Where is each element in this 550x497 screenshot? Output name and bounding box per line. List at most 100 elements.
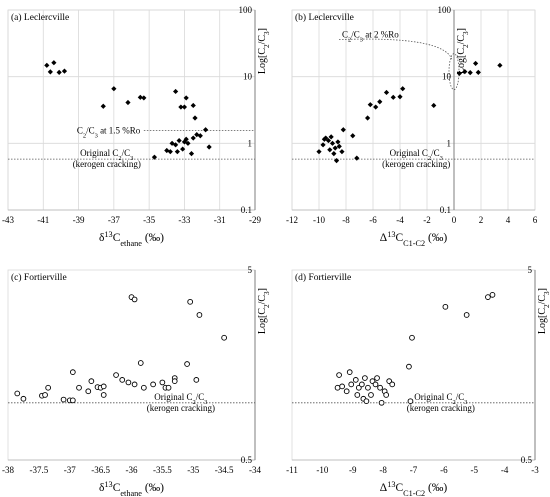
data-point	[350, 133, 356, 139]
data-point	[489, 291, 496, 298]
data-point	[367, 102, 373, 108]
data-point	[365, 384, 371, 391]
data-point	[111, 86, 117, 92]
x-tick-label: -37	[64, 465, 76, 475]
data-point	[359, 381, 365, 388]
x-tick-label: -36	[126, 465, 138, 475]
data-point	[42, 392, 48, 398]
panel-title: (b) Leclercville	[295, 12, 354, 23]
y-tick-label: 10	[243, 72, 253, 82]
data-point	[378, 399, 385, 406]
data-point	[372, 381, 379, 388]
x-axis-label: δ13Cethane (‰)	[99, 480, 164, 497]
data-point	[76, 384, 82, 391]
data-point	[467, 70, 473, 76]
y-tick-label: 5	[248, 265, 253, 275]
data-point	[377, 99, 383, 105]
data-point	[183, 136, 189, 142]
data-point	[137, 94, 143, 100]
y-tick-label: 0.5	[521, 455, 533, 465]
data-point	[61, 68, 68, 74]
x-tick-label: -35	[187, 465, 199, 475]
annotation-leader	[338, 38, 453, 60]
x-tick-label: -9	[349, 465, 357, 475]
data-point	[119, 377, 126, 383]
data-point	[20, 395, 27, 402]
data-point	[383, 392, 390, 398]
data-point	[354, 392, 361, 398]
y-tick-label: 1	[447, 138, 452, 148]
x-tick-label: -4	[396, 215, 404, 225]
x-axis-label: δ13Cethane (‰)	[99, 230, 164, 248]
x-tick-label: -43	[2, 215, 14, 225]
data-point	[336, 143, 342, 149]
data-point	[331, 151, 337, 157]
data-point	[320, 142, 326, 148]
annotation-label: (kerogen cracking)	[147, 403, 215, 413]
data-point	[343, 388, 350, 395]
data-point	[185, 140, 191, 146]
annotation-label: C2/C3 at 2 %Ro	[342, 30, 399, 44]
data-point	[332, 145, 338, 151]
data-point	[348, 381, 355, 388]
data-point	[190, 135, 196, 141]
data-point	[354, 155, 360, 161]
data-point	[125, 99, 131, 106]
x-tick-label: -35.5	[153, 465, 172, 475]
x-tick-label: -37	[108, 215, 120, 225]
y-tick-label: 1	[248, 138, 253, 148]
data-point	[321, 136, 327, 142]
annotation-label: Original C2/C3	[414, 392, 467, 406]
data-point	[45, 384, 51, 391]
data-point	[169, 140, 175, 146]
data-point	[339, 383, 345, 390]
data-point	[183, 95, 189, 101]
data-point	[174, 149, 180, 155]
panel-title: (c) Fortierville	[11, 272, 67, 283]
data-point	[374, 375, 380, 381]
y-tick-label: 5	[528, 265, 533, 275]
data-point	[188, 151, 195, 157]
x-tick-label: -38	[2, 465, 14, 475]
data-point	[473, 60, 479, 67]
data-point	[47, 69, 53, 75]
data-point	[383, 89, 390, 96]
x-tick-label: -5	[471, 465, 479, 475]
x-tick-label: 4	[506, 215, 511, 225]
data-point	[151, 154, 158, 160]
data-point	[51, 60, 57, 66]
annotation-label: (kerogen cracking)	[73, 159, 141, 169]
data-point	[181, 104, 188, 110]
chart-panel-a: -43 -41 -39 -37 -35 -33 -31 -290.1 1 10 100 Log[C2/…	[2, 5, 271, 248]
data-point	[373, 104, 379, 110]
x-tick-label: 2	[479, 215, 484, 225]
data-point	[329, 140, 336, 146]
data-point	[69, 369, 76, 375]
y-axis-label: Log[C2/C3]	[257, 288, 271, 334]
x-tick-label: -37.5	[30, 465, 49, 475]
data-point	[462, 69, 468, 75]
data-point	[463, 312, 470, 318]
data-point	[368, 392, 374, 398]
x-tick-label: -35	[143, 215, 155, 225]
data-point	[442, 303, 449, 310]
data-point	[390, 94, 396, 100]
chart-panel-b: -12 -10 -8 -6 -4 -2 0 2 4 6 0.1 1 10 100 Log[C2/C3] Δ13…	[286, 5, 538, 248]
x-tick-label: -34	[249, 465, 261, 475]
x-axis-label: Δ13CC1-C2 (‰)	[380, 480, 448, 497]
x-tick-label: -39	[73, 215, 85, 225]
data-point	[431, 102, 437, 109]
x-tick-label: -31	[214, 215, 226, 225]
data-point	[176, 137, 182, 144]
data-point	[141, 95, 147, 101]
data-point	[221, 334, 227, 341]
y-tick-label: 0.5	[241, 455, 253, 465]
x-axis-label: Δ13CC1-C2 (‰)	[380, 230, 448, 248]
data-point	[60, 396, 67, 403]
data-point	[131, 296, 138, 303]
data-point	[193, 377, 200, 383]
data-point	[316, 149, 322, 155]
x-tick-label: -8	[342, 215, 350, 225]
data-point	[196, 312, 203, 318]
annotation-label: Original C2/C3	[80, 148, 133, 162]
